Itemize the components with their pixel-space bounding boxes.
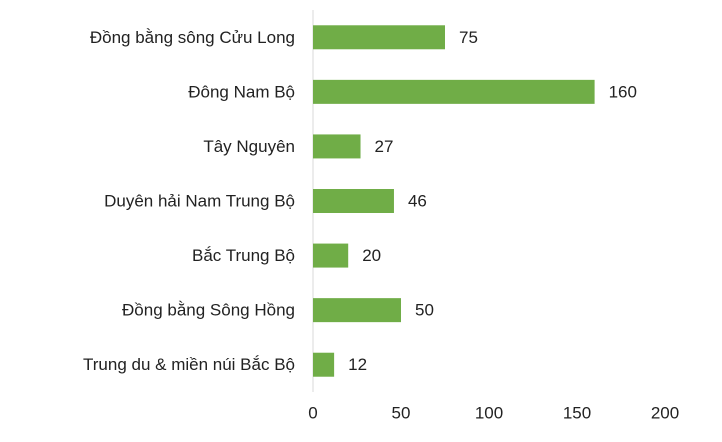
data-label: 27 [375, 137, 394, 156]
data-label: 75 [459, 28, 478, 47]
y-tick-label: Bắc Trung Bộ [192, 246, 295, 265]
y-tick-label: Duyên hải Nam Trung Bộ [104, 191, 295, 210]
bar [313, 134, 361, 159]
y-tick-label: Trung du & miền núi Bắc Bộ [83, 355, 295, 374]
data-label: 160 [609, 82, 637, 101]
x-tick-label: 0 [308, 403, 317, 422]
x-tick-label: 200 [651, 403, 679, 422]
data-label: 46 [408, 191, 427, 210]
bar [313, 243, 349, 268]
bar [313, 25, 445, 50]
data-label: 12 [348, 355, 367, 374]
y-tick-label: Đồng bằng sông Cửu Long [90, 28, 295, 47]
bar [313, 298, 401, 323]
data-label: 50 [415, 301, 434, 320]
x-tick-label: 150 [563, 403, 591, 422]
bar [313, 352, 335, 377]
x-tick-label: 100 [475, 403, 503, 422]
bar [313, 79, 595, 104]
bar [313, 189, 394, 213]
y-tick-label: Đông Nam Bộ [188, 82, 295, 101]
data-label: 20 [362, 246, 381, 265]
x-tick-label: 50 [392, 403, 411, 422]
y-tick-label: Tây Nguyên [203, 137, 295, 156]
y-tick-label: Đồng bằng Sông Hồng [122, 301, 295, 320]
